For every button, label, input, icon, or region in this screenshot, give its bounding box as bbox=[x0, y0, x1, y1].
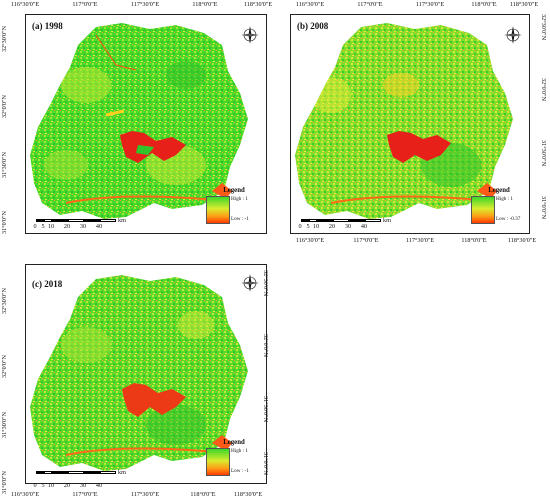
lat-label-right: 31°30'0"N bbox=[262, 396, 269, 423]
lon-label-top: 118°30'0"E bbox=[243, 1, 273, 8]
lon-label-top: 116°30'0"E bbox=[295, 1, 325, 8]
panel-a: (a) 1998 bbox=[0, 0, 273, 250]
lon-label-bottom: 118°30'0"E bbox=[233, 491, 263, 498]
legend-title: Legend bbox=[223, 187, 245, 194]
map-frame-a: (a) 1998 bbox=[25, 14, 267, 234]
legend-a: Legend High : 1 Low : -1 bbox=[206, 187, 262, 224]
lon-label-top: 117°0'0"E bbox=[357, 1, 383, 8]
lon-label-bottom: 118°30'0"E bbox=[507, 237, 537, 244]
legend-low-label: Low : -1 bbox=[231, 216, 249, 222]
lat-label-right: 32°30'0"N bbox=[540, 14, 547, 41]
lat-label-left: 31°0'0"N bbox=[1, 211, 8, 234]
lon-label-bottom: 116°30'0"E bbox=[295, 237, 325, 244]
legend-high-label: High : 1 bbox=[496, 196, 514, 202]
lon-label-top: 117°30'0"E bbox=[130, 1, 160, 8]
legend-low-label: Low : -0.37 bbox=[496, 216, 521, 222]
lat-label-left: 32°30'0"N bbox=[1, 25, 8, 52]
lon-label-bottom: 117°30'0"E bbox=[405, 237, 435, 244]
lat-label-right: 32°30'0"N bbox=[262, 270, 269, 297]
lat-label-left: 31°30'0"N bbox=[1, 411, 8, 438]
legend-high-label: High : 1 bbox=[231, 448, 249, 454]
lat-label-left: 32°0'0"N bbox=[1, 95, 8, 118]
lon-label-bottom: 118°0'0"E bbox=[461, 237, 487, 244]
scale-tick: 10 bbox=[312, 223, 320, 230]
lat-label-left: 31°0'0"N bbox=[1, 471, 8, 494]
compass-icon bbox=[504, 26, 522, 44]
scale-tick: 0 bbox=[33, 482, 37, 489]
lat-label-right: 31°30'0"N bbox=[540, 140, 547, 167]
panel-title-b: (b) 2008 bbox=[297, 21, 329, 31]
panel-title-c: (c) 2018 bbox=[32, 279, 63, 289]
scale-tick: 0 bbox=[298, 223, 302, 230]
scale-tick: 20 bbox=[328, 223, 336, 230]
legend-low-label: Low : -1 bbox=[231, 468, 249, 474]
scalebar-b: km bbox=[301, 217, 401, 233]
map-frame-c: (c) 2018 bbox=[25, 264, 267, 484]
compass-rose-b bbox=[503, 25, 523, 45]
lon-label-top: 118°0'0"E bbox=[471, 1, 497, 8]
lon-label-bottom: 117°0'0"E bbox=[353, 237, 379, 244]
ndvi-map-c bbox=[30, 275, 248, 471]
legend-color-ramp bbox=[206, 196, 230, 224]
lon-label-bottom: 117°0'0"E bbox=[72, 491, 98, 498]
legend-c: Legend High : 1 Low : -1 bbox=[206, 439, 262, 476]
scale-tick: 40 bbox=[360, 223, 368, 230]
legend-color-ramp bbox=[206, 448, 230, 476]
lat-label-left: 31°30'0"N bbox=[1, 151, 8, 178]
lon-label-bottom: 117°30'0"E bbox=[130, 491, 160, 498]
legend-title: Legend bbox=[488, 187, 510, 194]
ndvi-map-a bbox=[30, 23, 248, 219]
scale-tick: 40 bbox=[95, 482, 103, 489]
lat-label-right: 32°0'0"N bbox=[540, 78, 547, 101]
compass-rose-a bbox=[240, 25, 260, 45]
compass-rose-c bbox=[240, 273, 260, 293]
map-frame-b: (b) 2008 bbox=[290, 14, 530, 234]
panel-title-a: (a) 1998 bbox=[32, 21, 63, 31]
compass-icon bbox=[241, 274, 259, 292]
scale-tick: 30 bbox=[79, 223, 87, 230]
lon-label-top: 117°30'0"E bbox=[415, 1, 445, 8]
scale-tick: 5 bbox=[41, 482, 45, 489]
lat-label-left: 32°30'0"N bbox=[1, 287, 8, 314]
legend-title: Legend bbox=[223, 439, 245, 446]
lat-label-left: 32°0'0"N bbox=[1, 355, 8, 378]
scale-tick: 0 bbox=[33, 223, 37, 230]
lon-label-bottom: 116°30'0"E bbox=[10, 491, 40, 498]
panel-b: (b) 2008 bbox=[278, 0, 550, 250]
lat-label-right: 31°0'0"N bbox=[540, 196, 547, 219]
scale-unit: km bbox=[118, 469, 126, 476]
scale-tick: 40 bbox=[95, 223, 103, 230]
chaohu-lake-b bbox=[387, 131, 451, 163]
lat-label-right: 32°0'0"N bbox=[262, 334, 269, 357]
lon-label-top: 118°30'0"E bbox=[509, 1, 539, 8]
scale-tick: 5 bbox=[306, 223, 310, 230]
lon-label-bottom: 118°0'0"E bbox=[190, 491, 216, 498]
scale-tick: 10 bbox=[47, 223, 55, 230]
lon-label-top: 118°0'0"E bbox=[192, 1, 218, 8]
scale-tick: 10 bbox=[47, 482, 55, 489]
lat-label-right: 31°0'0"N bbox=[262, 452, 269, 475]
legend-high-label: High : 1 bbox=[231, 196, 249, 202]
scale-tick: 20 bbox=[63, 223, 71, 230]
scale-tick: 30 bbox=[344, 223, 352, 230]
legend-b: Legend High : 1 Low : -0.37 bbox=[471, 187, 527, 224]
scale-tick: 30 bbox=[79, 482, 87, 489]
scalebar-c: km bbox=[36, 469, 136, 483]
scale-tick: 5 bbox=[41, 223, 45, 230]
scalebar-a: km bbox=[36, 217, 136, 233]
ndvi-map-b bbox=[295, 23, 513, 219]
lon-label-top: 117°0'0"E bbox=[72, 1, 98, 8]
compass-icon bbox=[241, 26, 259, 44]
scale-tick: 20 bbox=[63, 482, 71, 489]
scale-unit: km bbox=[118, 217, 126, 224]
panel-c: (c) 2018 bbox=[0, 258, 270, 504]
legend-color-ramp bbox=[471, 196, 495, 224]
lon-label-top: 116°30'0"E bbox=[10, 1, 40, 8]
chaohu-lake-c bbox=[122, 383, 186, 417]
scale-unit: km bbox=[383, 217, 391, 224]
